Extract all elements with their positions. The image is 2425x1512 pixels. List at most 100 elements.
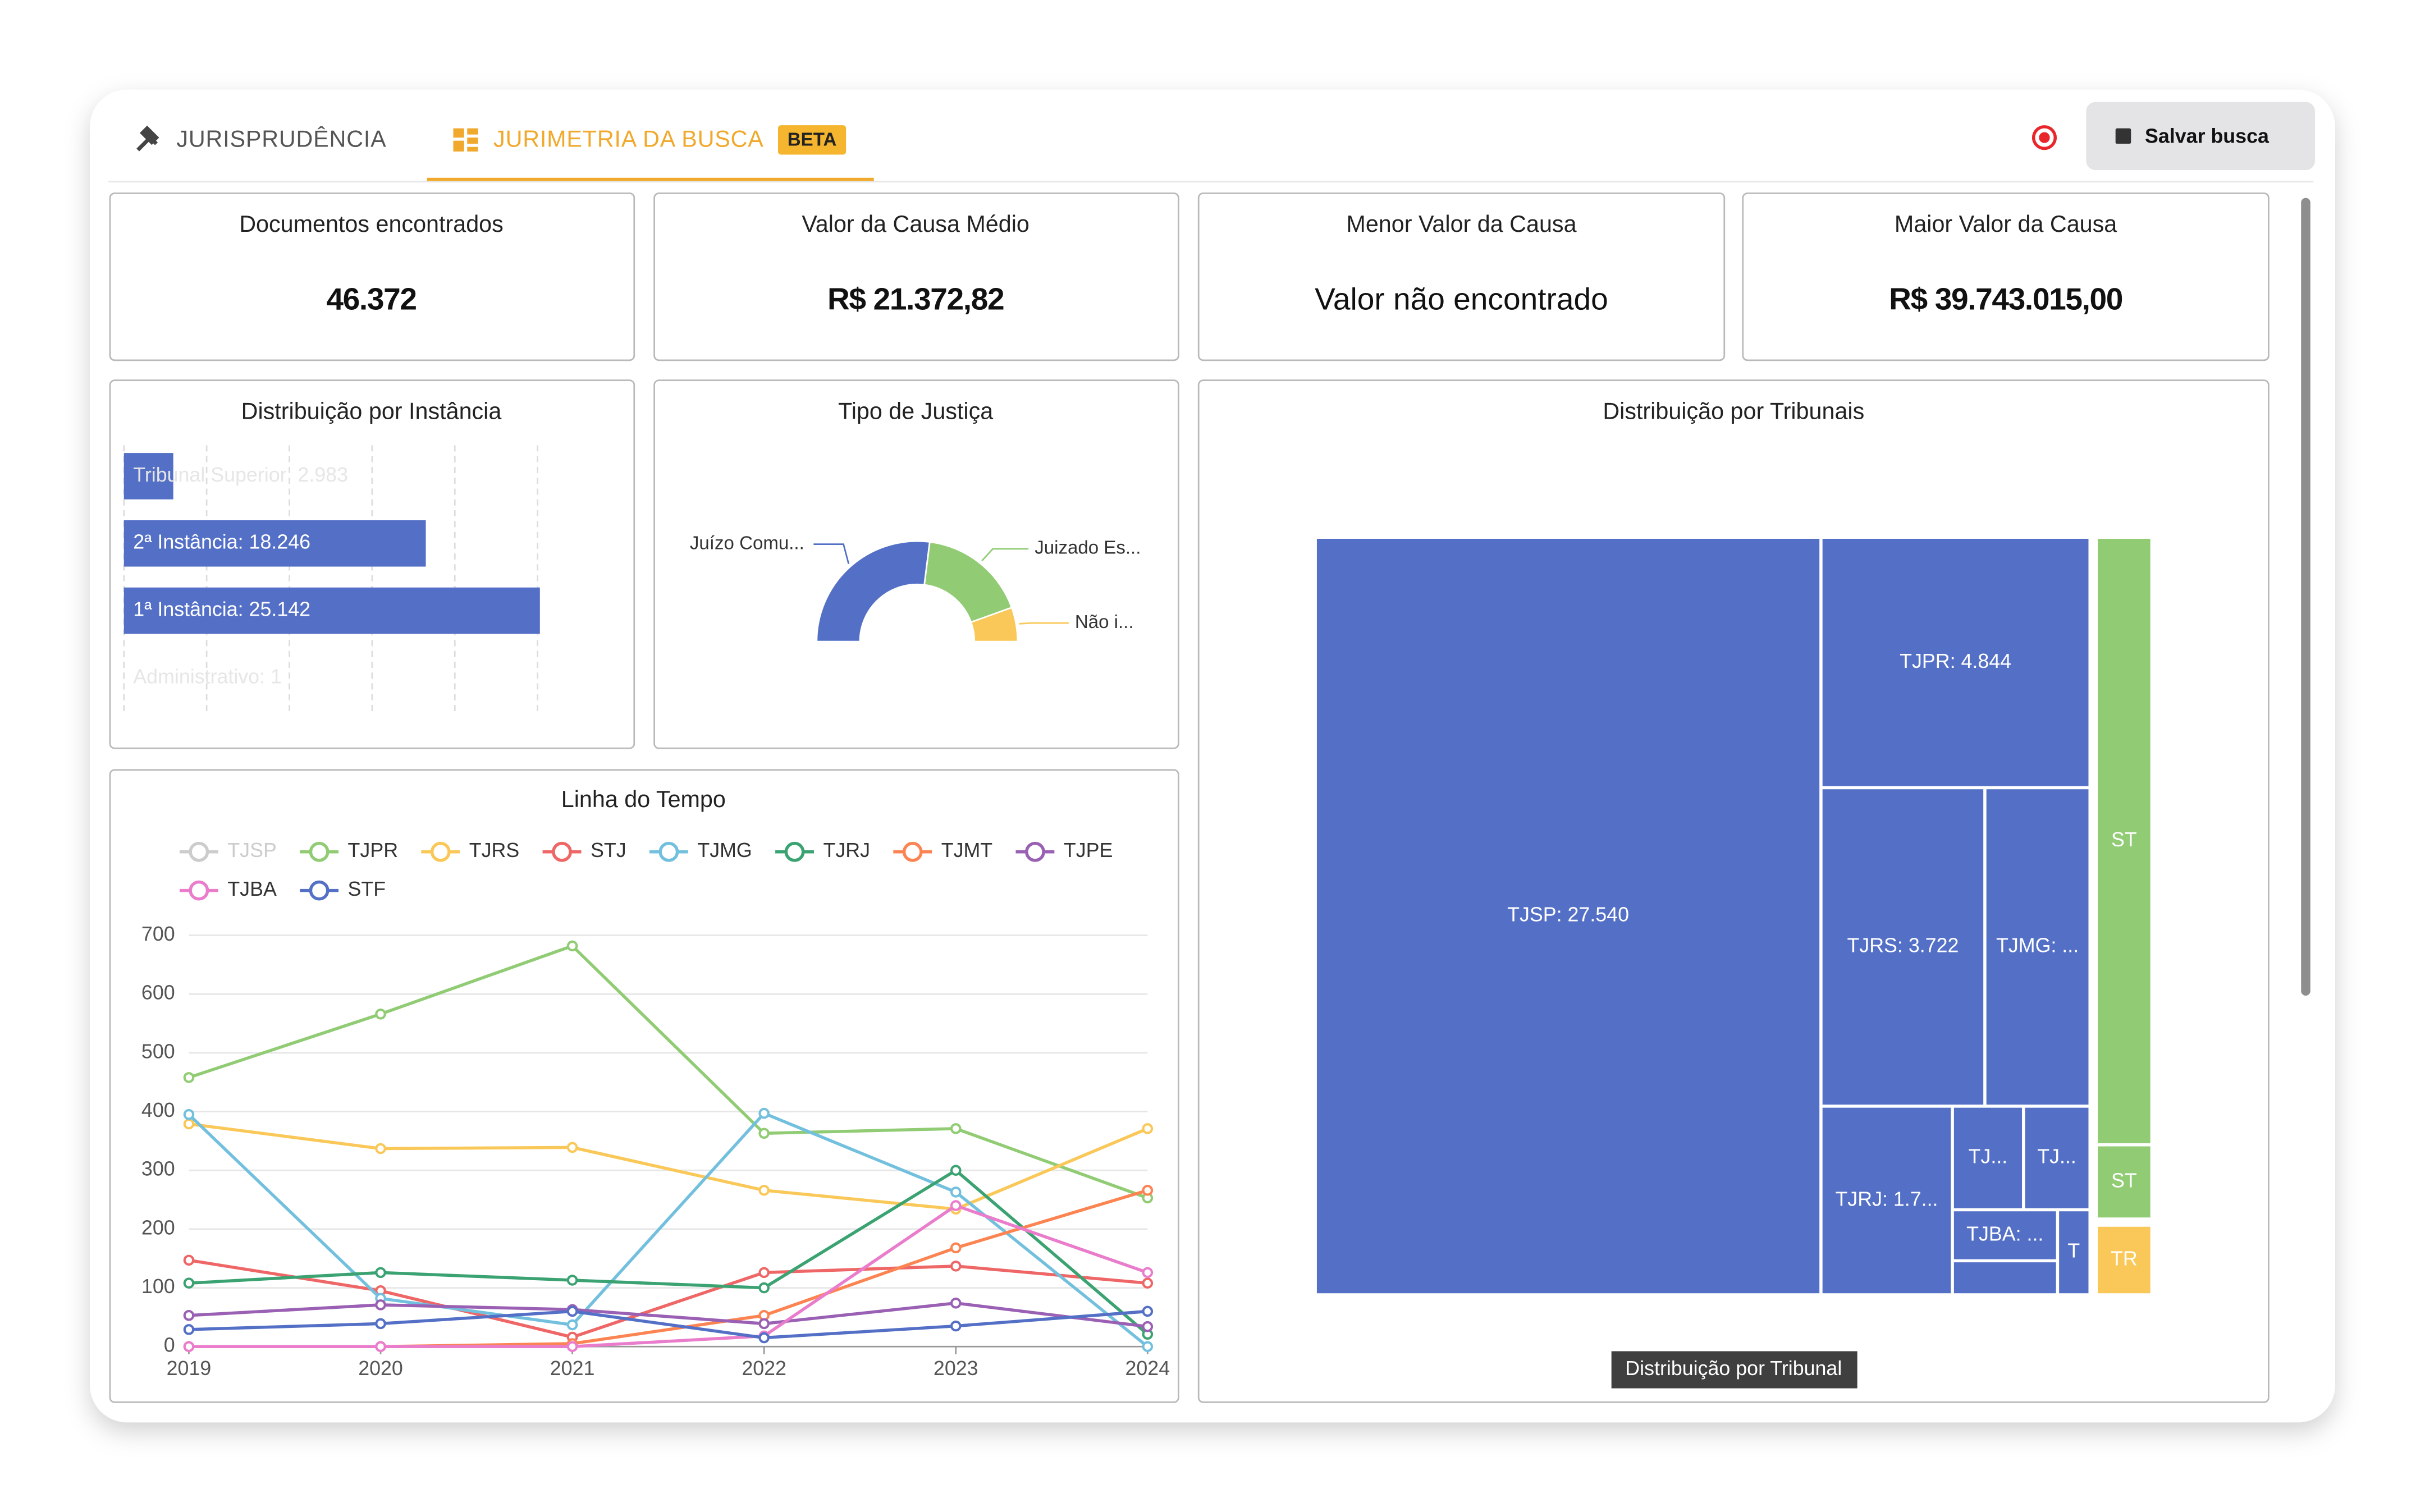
- legend-symbol: [658, 841, 679, 862]
- legend-symbol: [784, 841, 805, 862]
- x-tick-label: 2021: [550, 1357, 595, 1380]
- tab-icon: [467, 138, 478, 144]
- legend-symbol: [430, 841, 451, 862]
- series-line: [189, 1168, 1149, 1336]
- treemap-cell: [1984, 787, 2090, 1106]
- card-value: 46.372: [326, 282, 416, 317]
- chart-title: Distribuição por Tribunais: [1603, 398, 1864, 424]
- treemap-cell: [2096, 1144, 2152, 1220]
- leader-line: [813, 543, 850, 565]
- slice-label: Juízo Comu...: [690, 533, 804, 553]
- legend-item[interactable]: TJPE: [1015, 839, 1113, 862]
- data-point: [183, 1118, 195, 1130]
- y-tick-label: 100: [141, 1275, 175, 1298]
- tab-divider: [108, 181, 2314, 183]
- data-point: [758, 1267, 770, 1279]
- cell-label: TJ...: [2037, 1146, 2076, 1168]
- tooltip-label: Distribuição por Tribunal: [1625, 1357, 1842, 1380]
- tab-icon: [467, 128, 478, 135]
- save-button[interactable]: Salvar busca: [2086, 102, 2316, 171]
- data-point: [950, 1242, 962, 1254]
- slice-label: Não i...: [1075, 612, 1134, 633]
- slice-label: Juizado Es...: [1035, 538, 1141, 558]
- legend-item[interactable]: TJMG: [649, 839, 752, 862]
- cell-label: TJMG: ...: [1996, 934, 2079, 957]
- data-point: [183, 1310, 195, 1321]
- treemap-cell: [1820, 1106, 1953, 1295]
- bar-label: 1ª Instância: 25.142: [133, 598, 310, 621]
- card-title: Menor Valor da Causa: [1346, 211, 1576, 237]
- data-point: [183, 1072, 195, 1083]
- tab-icon: [467, 146, 478, 152]
- x-tick-label: 2019: [167, 1357, 212, 1380]
- card: [1742, 192, 2270, 361]
- data-point: [1142, 1185, 1154, 1196]
- legend-item[interactable]: TJMT: [893, 839, 992, 862]
- series-line: [189, 1302, 1148, 1328]
- y-tick-label: 300: [141, 1158, 175, 1180]
- leader-line: [1019, 622, 1069, 625]
- legend-label: TJMT: [941, 839, 993, 862]
- bar-label: Tribunal Superior: 2.983: [133, 464, 348, 486]
- cell-label: ST: [2111, 828, 2137, 851]
- cell-label: TR: [2111, 1247, 2138, 1270]
- bar: [123, 520, 426, 567]
- cell-label: TJPR: 4.844: [1900, 650, 2011, 672]
- treemap-cell: [1952, 1106, 2024, 1210]
- data-point: [375, 1009, 386, 1020]
- legend-symbol: [189, 841, 209, 862]
- data-point: [183, 1324, 195, 1335]
- tab-icon: [453, 140, 464, 152]
- legend-item[interactable]: TJSP: [179, 839, 277, 862]
- card-value: R$ 39.743.015,00: [1889, 282, 2122, 317]
- save-icon: [2115, 128, 2131, 144]
- legend-item[interactable]: TJBA: [179, 878, 277, 901]
- data-point: [566, 1142, 578, 1153]
- data-point: [566, 1305, 578, 1317]
- record-icon[interactable]: [2031, 125, 2057, 150]
- series-line: [189, 1203, 1149, 1349]
- legend-symbol: [552, 841, 572, 862]
- data-point: [1142, 1277, 1154, 1289]
- legend-item[interactable]: TJRS: [421, 839, 519, 862]
- x-tick-label: 2024: [1125, 1357, 1170, 1380]
- series-line: [189, 1258, 1148, 1339]
- card-title: Documentos encontrados: [239, 211, 504, 237]
- card-value: R$ 21.372,82: [827, 282, 1004, 317]
- tab-underline: [427, 177, 874, 183]
- legend-label: TJPE: [1064, 839, 1113, 862]
- cell-label: TJRS: 3.722: [1847, 934, 1959, 957]
- x-tick-label: 2020: [358, 1357, 403, 1380]
- treemap-cell: [2096, 537, 2152, 1145]
- legend-item[interactable]: TJPR: [300, 839, 398, 862]
- cell-label: ST: [2111, 1169, 2137, 1192]
- y-tick-label: 200: [141, 1216, 175, 1239]
- data-point: [950, 1186, 962, 1198]
- data-point: [758, 1107, 770, 1119]
- tab-jurisprudencia[interactable]: JURISPRUDÊNCIA: [136, 125, 387, 152]
- badge: [777, 125, 847, 155]
- button-label: Salvar busca: [2145, 125, 2270, 148]
- data-point: [183, 1109, 195, 1120]
- legend-symbol: [189, 880, 209, 901]
- data-point: [375, 1299, 386, 1311]
- legend-label: TJPR: [348, 839, 398, 862]
- tab-jurimetria[interactable]: JURIMETRIA DA BUSCA BETA: [427, 125, 874, 183]
- legend-item[interactable]: STJ: [542, 839, 626, 862]
- legend-symbol: [309, 880, 330, 901]
- data-point: [566, 940, 578, 952]
- data-point: [1142, 1123, 1154, 1134]
- legend-label: STJ: [591, 839, 626, 862]
- treemap-cell: [1820, 787, 1985, 1106]
- scrollbar[interactable]: [2301, 198, 2310, 996]
- data-point: [950, 1298, 962, 1309]
- series-line: [189, 1309, 1148, 1340]
- data-point: [1142, 1321, 1154, 1332]
- donut-slice: [816, 540, 931, 643]
- legend-item[interactable]: STF: [300, 878, 386, 901]
- legend-item[interactable]: TJRJ: [775, 839, 870, 862]
- data-point: [950, 1320, 962, 1332]
- tooltip: [1611, 1351, 1857, 1389]
- data-point: [375, 1143, 386, 1154]
